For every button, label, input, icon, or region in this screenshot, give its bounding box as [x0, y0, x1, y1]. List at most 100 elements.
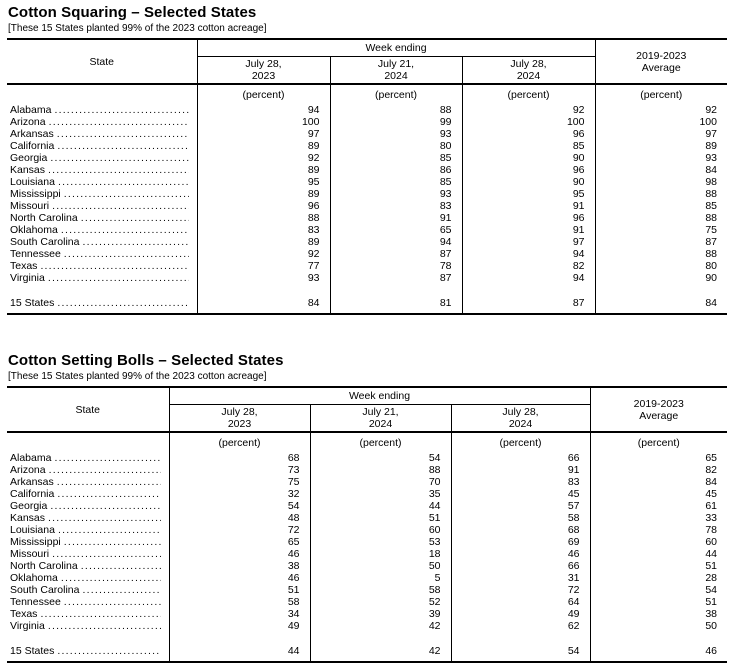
value-cell: 93: [594, 152, 727, 164]
dot-leader: [52, 200, 188, 212]
value-cell: 95: [196, 176, 330, 188]
state-name: Tennessee: [10, 596, 61, 608]
dot-leader: [57, 297, 188, 309]
state-name: Missouri: [10, 200, 50, 212]
value-cell: 85: [329, 152, 462, 164]
table-body: Alabama94889292Arizona10099100100Arkansa…: [7, 104, 727, 284]
value-cell: 5: [309, 572, 451, 584]
value-cell: 60: [589, 536, 727, 548]
state-cell: Oklahoma: [7, 572, 169, 584]
dot-leader: [58, 176, 189, 188]
value-cell: 81: [329, 297, 462, 314]
state-cell: Tennessee: [7, 248, 197, 260]
state-name: South Carolina: [10, 236, 80, 248]
value-cell: 58: [168, 596, 310, 608]
value-cell: 66: [450, 452, 590, 464]
column-header-week-3: July 28, 2024: [461, 56, 595, 84]
value-cell: 54: [168, 500, 310, 512]
value-cell: 92: [196, 152, 330, 164]
value-cell: 44: [589, 548, 727, 560]
table-header: State Week ending 2019-2023 Average July…: [7, 39, 727, 104]
value-cell: 80: [329, 140, 462, 152]
unit-cell: (percent): [309, 431, 451, 452]
header-row-group: State Week ending 2019-2023 Average: [7, 39, 727, 84]
dot-leader: [50, 152, 188, 164]
state-cell: Oklahoma: [7, 224, 197, 236]
dot-leader: [57, 476, 161, 488]
unit-cell-blank: [7, 431, 169, 452]
column-header-week-1: July 28, 2023: [196, 56, 330, 84]
state-name: Mississippi: [10, 188, 61, 200]
state-cell: Georgia: [7, 152, 197, 164]
value-cell: 75: [168, 476, 310, 488]
value-cell: 94: [461, 248, 595, 260]
value-cell: 97: [594, 128, 727, 140]
data-table-setting-bolls: State Week ending 2019-2023 Average July…: [7, 386, 727, 663]
value-cell: 96: [461, 128, 595, 140]
value-cell: 28: [589, 572, 727, 584]
state-cell: Mississippi: [7, 536, 169, 548]
value-cell: 72: [168, 524, 310, 536]
value-cell: 49: [450, 608, 590, 620]
unit-cell: (percent): [329, 83, 462, 104]
state-cell: Georgia: [7, 500, 169, 512]
value-cell: 88: [329, 104, 462, 116]
unit-cell: (percent): [450, 431, 590, 452]
state-name: Louisiana: [10, 524, 55, 536]
value-cell: 33: [589, 512, 727, 524]
state-name: Tennessee: [10, 248, 61, 260]
value-cell: 53: [309, 536, 451, 548]
state-name: Arkansas: [10, 476, 54, 488]
dot-leader: [82, 584, 160, 596]
value-cell: 51: [168, 584, 310, 596]
value-cell: 58: [450, 512, 590, 524]
state-cell: Arizona: [7, 116, 197, 128]
state-cell: Kansas: [7, 164, 197, 176]
table-row: California89808589: [7, 140, 727, 152]
total-row: 15 States 84 81 87 84: [7, 297, 727, 314]
value-cell: 65: [168, 536, 310, 548]
spacer-row: [7, 632, 727, 645]
state-name: Kansas: [10, 164, 46, 176]
dot-leader: [48, 620, 161, 632]
value-cell: 61: [589, 500, 727, 512]
value-cell: 46: [168, 548, 310, 560]
value-cell: 78: [589, 524, 727, 536]
total-label: 15 States: [10, 297, 55, 309]
state-name: Texas: [10, 260, 38, 272]
value-cell: 83: [329, 200, 462, 212]
total-row: 15 States 44 42 54 46: [7, 645, 727, 662]
table-note-setting-bolls: [These 15 States planted 99% of the 2023…: [8, 371, 267, 382]
value-cell: 57: [450, 500, 590, 512]
table-title-squaring: Cotton Squaring – Selected States: [8, 4, 257, 21]
state-cell: Missouri: [7, 200, 197, 212]
state-name: North Carolina: [10, 212, 78, 224]
state-name: Georgia: [10, 500, 48, 512]
value-cell: 45: [450, 488, 590, 500]
value-cell: 42: [309, 645, 451, 662]
dot-leader: [64, 248, 189, 260]
value-cell: 77: [196, 260, 330, 272]
dot-leader: [40, 260, 188, 272]
value-cell: 89: [196, 236, 330, 248]
value-cell: 35: [309, 488, 451, 500]
state-cell: California: [7, 488, 169, 500]
value-cell: 88: [594, 212, 727, 224]
value-cell: 98: [594, 176, 727, 188]
value-cell: 68: [168, 452, 310, 464]
state-cell: Virginia: [7, 620, 169, 632]
value-cell: 38: [168, 560, 310, 572]
header-row-units: (percent) (percent) (percent) (percent): [7, 83, 727, 104]
state-cell: Kansas: [7, 512, 169, 524]
value-cell: 87: [594, 236, 727, 248]
value-cell: 80: [594, 260, 727, 272]
state-name: Georgia: [10, 152, 48, 164]
value-cell: 50: [309, 560, 451, 572]
column-header-week-2: July 21, 2024: [309, 404, 451, 432]
state-name: California: [10, 140, 55, 152]
unit-cell-blank: [7, 83, 197, 104]
